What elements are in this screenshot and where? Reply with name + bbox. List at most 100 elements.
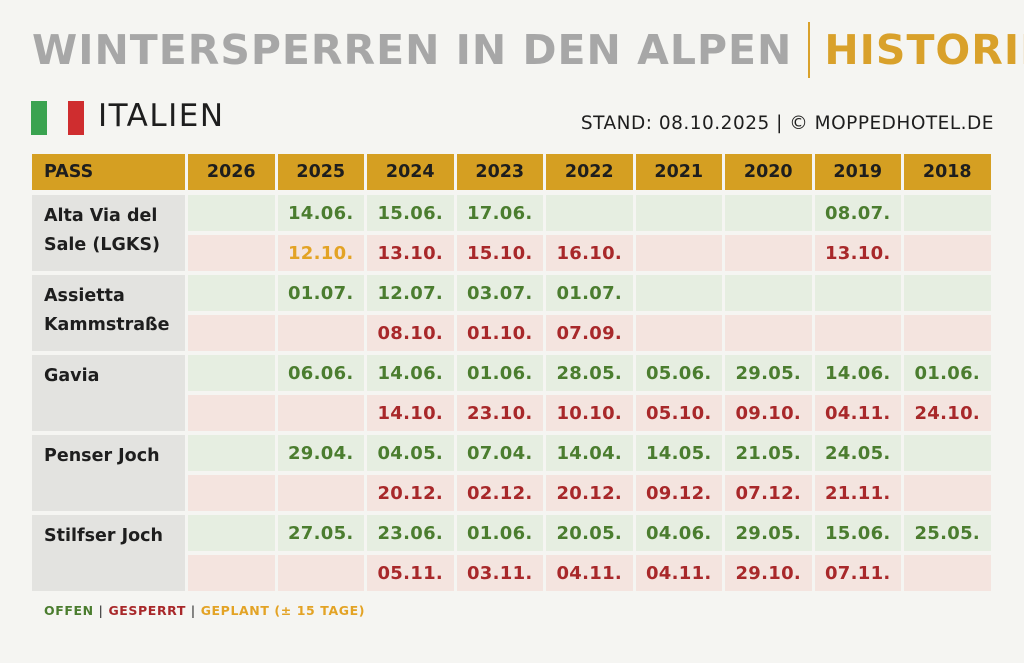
header-year: 2020	[725, 154, 812, 190]
open-date-cell: 14.06.	[277, 195, 364, 231]
pass-values: 29.04. 04.05. 07.04. 14.04. 14.05. 21.05. 24.0…	[188, 435, 991, 511]
header-year: 2019	[814, 154, 901, 190]
closed-date-cell: 04.11.	[546, 555, 633, 591]
closed-date-cell: 21.11.	[814, 475, 901, 511]
header-year: 2025	[277, 154, 364, 190]
closed-date-cell: 03.11.	[456, 555, 543, 591]
pass-block: Gavia 06.06. 14.06. 01.06. 28.05. 05.06. 29.05…	[32, 355, 994, 431]
legend-planned: GEPLANT (± 15 TAGE)	[200, 603, 366, 618]
open-date-cell: 01.07.	[277, 275, 364, 311]
closed-dates-row: 14.10. 23.10. 10.10. 05.10. 09.10. 04.11. 24.1…	[188, 395, 991, 431]
closed-date-cell: 05.10.	[635, 395, 722, 431]
pass-values: 14.06. 15.06. 17.06. 08.07. 12.10. 13.10. 15.1…	[188, 195, 991, 271]
closed-date-cell	[188, 235, 275, 271]
closed-date-cell: 09.10.	[725, 395, 812, 431]
closed-date-cell: 16.10.	[546, 235, 633, 271]
open-date-cell	[725, 195, 812, 231]
closed-date-cell	[188, 555, 275, 591]
closed-date-cell: 12.10.	[277, 235, 364, 271]
open-date-cell: 28.05.	[546, 355, 633, 391]
open-date-cell: 01.07.	[546, 275, 633, 311]
pass-values: 01.07. 12.07. 03.07. 01.07. 08.10. 01.10. 07.0…	[188, 275, 991, 351]
open-date-cell	[904, 435, 991, 471]
open-date-cell	[546, 195, 633, 231]
header-year: 2021	[635, 154, 722, 190]
pass-name: Stilfser Joch	[32, 515, 185, 591]
open-date-cell: 12.07.	[367, 275, 454, 311]
open-date-cell: 06.06.	[277, 355, 364, 391]
open-date-cell: 25.05.	[904, 515, 991, 551]
open-dates-row: 06.06. 14.06. 01.06. 28.05. 05.06. 29.05. 14.0…	[188, 355, 991, 391]
pass-block: Stilfser Joch 27.05. 23.06. 01.06. 20.05. 04.…	[32, 515, 994, 591]
open-date-cell: 21.05.	[725, 435, 812, 471]
open-date-cell: 14.04.	[546, 435, 633, 471]
open-date-cell	[904, 195, 991, 231]
closed-dates-row: 05.11. 03.11. 04.11. 04.11. 29.10. 07.11.	[188, 555, 991, 591]
closed-date-cell	[277, 395, 364, 431]
open-date-cell: 04.05.	[367, 435, 454, 471]
open-date-cell: 29.05.	[725, 355, 812, 391]
closed-date-cell: 02.12.	[456, 475, 543, 511]
closed-date-cell: 05.11.	[367, 555, 454, 591]
legend: OFFEN | GESPERRT | GEPLANT (± 15 TAGE)	[44, 603, 365, 618]
pass-block: Alta Via del Sale (LGKS) 14.06. 15.06. 17.0…	[32, 195, 994, 271]
closed-date-cell: 07.09.	[546, 315, 633, 351]
open-date-cell: 24.05.	[814, 435, 901, 471]
open-date-cell	[814, 275, 901, 311]
table-header-row: PASS 2026 2025 2024 2023 2022 2021 2020 …	[32, 154, 994, 190]
page-title: WINTERSPERREN IN DEN ALPEN	[32, 26, 793, 74]
closed-date-cell	[904, 475, 991, 511]
open-date-cell	[635, 195, 722, 231]
pass-list: Alta Via del Sale (LGKS) 14.06. 15.06. 17.0…	[32, 195, 994, 591]
open-date-cell: 23.06.	[367, 515, 454, 551]
open-date-cell: 27.05.	[277, 515, 364, 551]
header-pass: PASS	[32, 154, 185, 190]
closed-date-cell	[814, 315, 901, 351]
pass-block: Penser Joch 29.04. 04.05. 07.04. 14.04. 14.05…	[32, 435, 994, 511]
open-date-cell: 15.06.	[367, 195, 454, 231]
closed-date-cell: 08.10.	[367, 315, 454, 351]
closed-date-cell	[188, 315, 275, 351]
open-date-cell: 05.06.	[635, 355, 722, 391]
closed-dates-row: 20.12. 02.12. 20.12. 09.12. 07.12. 21.11.	[188, 475, 991, 511]
closed-date-cell	[904, 315, 991, 351]
legend-separator: |	[98, 603, 104, 618]
open-date-cell	[188, 435, 275, 471]
title-divider	[808, 22, 811, 78]
open-date-cell: 07.04.	[456, 435, 543, 471]
closed-date-cell: 24.10.	[904, 395, 991, 431]
italy-flag-icon	[31, 101, 84, 135]
open-date-cell	[188, 275, 275, 311]
stand-info: STAND: 08.10.2025 | © MOPPEDHOTEL.DE	[580, 113, 994, 134]
open-dates-row: 29.04. 04.05. 07.04. 14.04. 14.05. 21.05. 24.0…	[188, 435, 991, 471]
closed-date-cell: 04.11.	[635, 555, 722, 591]
closed-date-cell: 20.12.	[367, 475, 454, 511]
pass-name: Gavia	[32, 355, 185, 431]
page-subtitle: HISTORIE	[824, 26, 1024, 74]
open-date-cell	[188, 195, 275, 231]
open-date-cell: 08.07.	[814, 195, 901, 231]
header-year: 2018	[904, 154, 991, 190]
legend-closed: GESPERRT	[108, 603, 186, 618]
closed-date-cell	[277, 555, 364, 591]
closed-date-cell: 14.10.	[367, 395, 454, 431]
closed-date-cell: 07.12.	[725, 475, 812, 511]
open-date-cell: 03.07.	[456, 275, 543, 311]
open-date-cell: 01.06.	[456, 355, 543, 391]
flag-stripe-red	[68, 101, 84, 135]
legend-separator: |	[190, 603, 196, 618]
pass-values: 06.06. 14.06. 01.06. 28.05. 05.06. 29.05. 14.0…	[188, 355, 991, 431]
closed-date-cell	[188, 395, 275, 431]
closed-date-cell	[904, 555, 991, 591]
open-date-cell	[188, 515, 275, 551]
open-date-cell: 04.06.	[635, 515, 722, 551]
closed-date-cell	[635, 315, 722, 351]
closed-date-cell: 13.10.	[367, 235, 454, 271]
open-date-cell: 17.06.	[456, 195, 543, 231]
closed-date-cell	[635, 235, 722, 271]
open-date-cell	[188, 355, 275, 391]
open-date-cell: 20.05.	[546, 515, 633, 551]
header-year: 2026	[188, 154, 275, 190]
closed-date-cell: 20.12.	[546, 475, 633, 511]
open-date-cell	[725, 275, 812, 311]
